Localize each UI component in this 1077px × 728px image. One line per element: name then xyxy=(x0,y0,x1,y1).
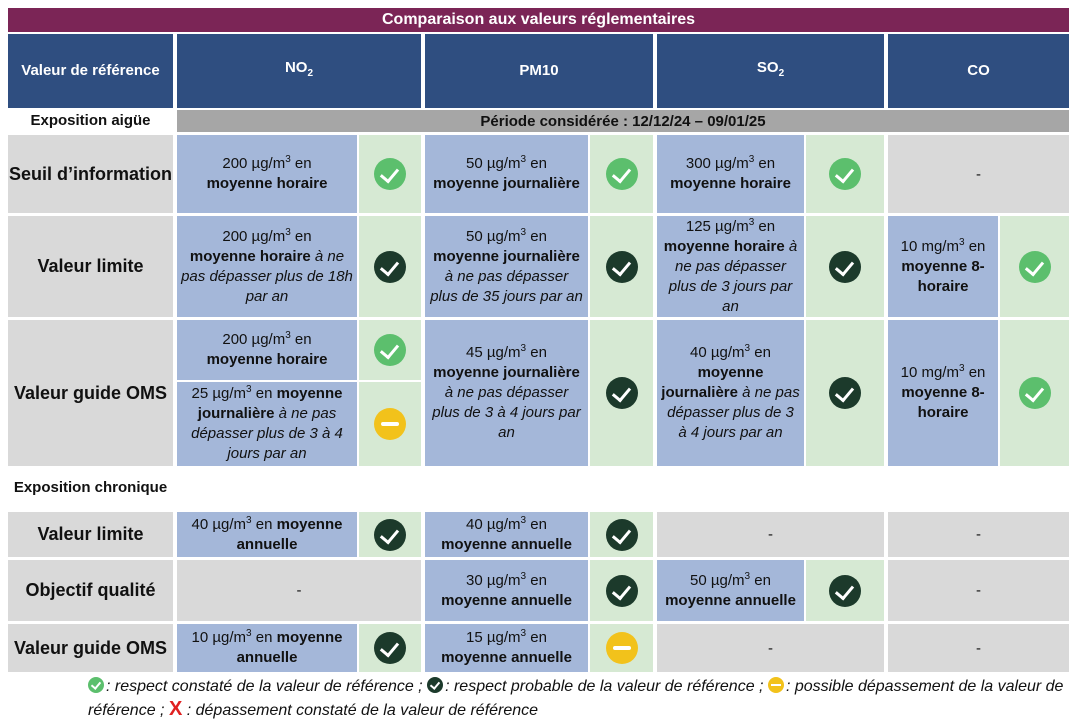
check-light-green-icon xyxy=(374,334,406,366)
header-reference-label: Valeur de référence xyxy=(21,62,160,79)
section-chronic: Exposition chronique xyxy=(8,468,173,508)
row-label-seuil-information: Seuil d’information xyxy=(8,135,173,213)
cell-no2-seuil: 200 µg/m3 en moyenne horaire xyxy=(177,135,357,213)
check-light-green-icon xyxy=(829,158,861,190)
cell-pm10-chronic-limite: 40 µg/m3 en moyenne annuelle xyxy=(425,512,588,557)
check-dark-green-icon xyxy=(829,574,861,607)
row-label-valeur-limite: Valeur limite xyxy=(8,216,173,317)
check-light-green-icon xyxy=(605,158,638,190)
header-no2-label: NO2 xyxy=(284,59,314,79)
check-dark-green-icon xyxy=(605,250,638,283)
status-so2-oms xyxy=(806,320,884,466)
header-so2-label: SO2 xyxy=(756,59,785,79)
status-pm10-limite xyxy=(590,216,653,317)
cell-pm10-limite: 50 µg/m3 en moyenne journalière à ne pas… xyxy=(425,216,588,317)
status-pm10-oms xyxy=(590,320,653,466)
cell-co-limite: 10 mg/m3 en moyenne 8-horaire xyxy=(888,216,998,317)
row-label-objectif-qualite: Objectif qualité xyxy=(8,560,173,621)
check-dark-green-icon xyxy=(427,677,444,693)
status-no2-chronic-limite xyxy=(359,512,421,557)
check-light-green-icon xyxy=(88,677,104,693)
cell-pm10-oms: 45 µg/m3 en moyenne journalière à ne pas… xyxy=(425,320,588,466)
cell-so2-chronic-limite: - xyxy=(657,512,884,557)
status-no2-limite xyxy=(359,216,421,317)
status-so2-objectif xyxy=(806,560,884,621)
check-dark-green-icon xyxy=(605,377,638,409)
status-co-oms xyxy=(1000,320,1069,466)
legend-dark-text: : respect probable de la valeur de référ… xyxy=(445,678,768,695)
check-light-green-icon xyxy=(1018,250,1051,283)
header-pm10: PM10 xyxy=(425,34,653,108)
cell-pm10-seuil: 50 µg/m3 en moyenne journalière xyxy=(425,135,588,213)
status-pm10-chronic-oms xyxy=(590,624,653,672)
cell-pm10-objectif: 30 µg/m3 en moyenne annuelle xyxy=(425,560,588,621)
cell-no2-oms-journaliere: 25 µg/m3 en moyenne journalière à ne pas… xyxy=(177,382,357,466)
cell-so2-chronic-oms: - xyxy=(657,624,884,672)
check-dark-green-icon xyxy=(829,250,861,283)
legend-x-text: : dépassement constaté de la valeur de r… xyxy=(182,702,539,719)
table-title: Comparaison aux valeurs réglementaires xyxy=(8,8,1069,32)
check-light-green-icon xyxy=(374,158,406,190)
check-dark-green-icon xyxy=(605,518,638,551)
cell-co-chronic-oms: - xyxy=(888,624,1069,672)
status-pm10-objectif xyxy=(590,560,653,621)
row-label-chronic-valeur-guide-oms: Valeur guide OMS xyxy=(8,624,173,672)
cell-so2-seuil: 300 µg/m3 en moyenne horaire xyxy=(657,135,804,213)
legend: : respect constaté de la valeur de référ… xyxy=(88,676,1068,722)
cell-co-oms: 10 mg/m3 en moyenne 8-horaire xyxy=(888,320,998,466)
legend-light-text: : respect constaté de la valeur de référ… xyxy=(106,678,428,695)
cell-so2-limite: 125 µg/m3 en moyenne horaire à ne pas dé… xyxy=(657,216,804,317)
cell-no2-objectif: - xyxy=(177,560,421,621)
cross-red-icon: X xyxy=(168,698,183,720)
minus-yellow-icon xyxy=(374,408,406,440)
status-so2-limite xyxy=(806,216,884,317)
status-pm10-seuil xyxy=(590,135,653,213)
header-pm10-label: PM10 xyxy=(519,62,559,79)
cell-pm10-chronic-oms: 15 µg/m3 en moyenne annuelle xyxy=(425,624,588,672)
legend-yellow-text: : possible dépassement de la valeur de r… xyxy=(88,678,1064,719)
cell-no2-limite: 200 µg/m3 en moyenne horaire à ne pas dé… xyxy=(177,216,357,317)
status-so2-seuil xyxy=(806,135,884,213)
header-co-label: CO xyxy=(967,62,990,79)
status-pm10-chronic-limite xyxy=(590,512,653,557)
header-no2: NO2 xyxy=(177,34,421,108)
status-no2-oms-journaliere xyxy=(359,382,421,466)
cell-co-objectif: - xyxy=(888,560,1069,621)
cell-no2-oms-horaire: 200 µg/m3 en moyenne horaire xyxy=(177,320,357,380)
period-considered: Période considérée : 12/12/24 – 09/01/25 xyxy=(177,110,1069,132)
cell-co-chronic-limite: - xyxy=(888,512,1069,557)
section-acute: Exposition aigüe xyxy=(8,110,173,132)
cell-co-seuil: - xyxy=(888,135,1069,213)
row-label-chronic-valeur-limite: Valeur limite xyxy=(8,512,173,557)
check-dark-green-icon xyxy=(374,632,406,664)
status-co-limite xyxy=(1000,216,1069,317)
cell-so2-objectif: 50 µg/m3 en moyenne annuelle xyxy=(657,560,804,621)
check-dark-green-icon xyxy=(374,250,406,283)
check-dark-green-icon xyxy=(374,518,406,551)
cell-so2-oms: 40 µg/m3 en moyenne journalière à ne pas… xyxy=(657,320,804,466)
minus-yellow-icon xyxy=(605,632,638,664)
status-no2-oms-horaire xyxy=(359,320,421,380)
check-dark-green-icon xyxy=(605,574,638,607)
cell-no2-chronic-oms: 10 µg/m3 en moyenne annuelle xyxy=(177,624,357,672)
row-label-valeur-guide-oms: Valeur guide OMS xyxy=(8,320,173,466)
check-light-green-icon xyxy=(1018,377,1051,409)
status-no2-seuil xyxy=(359,135,421,213)
cell-no2-chronic-limite: 40 µg/m3 en moyenne annuelle xyxy=(177,512,357,557)
check-dark-green-icon xyxy=(829,377,861,409)
header-co: CO xyxy=(888,34,1069,108)
header-so2: SO2 xyxy=(657,34,884,108)
header-reference: Valeur de référence xyxy=(8,34,173,108)
status-no2-chronic-oms xyxy=(359,624,421,672)
minus-yellow-icon xyxy=(767,677,784,693)
